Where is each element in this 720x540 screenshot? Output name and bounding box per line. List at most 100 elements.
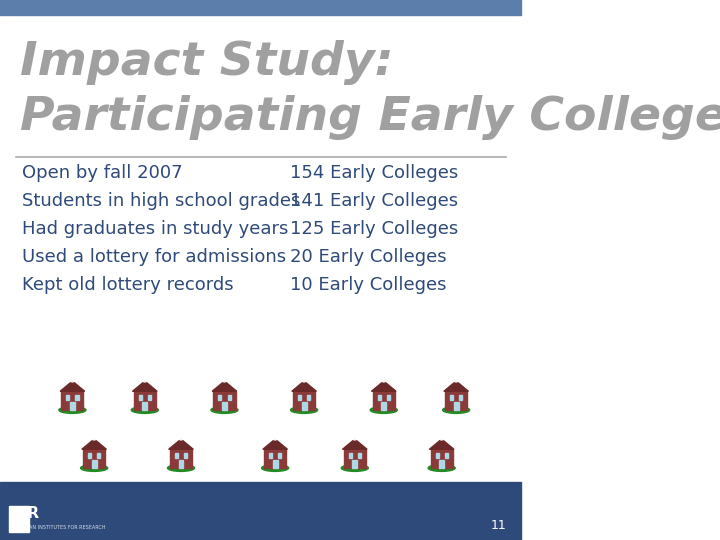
Ellipse shape — [168, 464, 194, 471]
Polygon shape — [263, 439, 287, 449]
Polygon shape — [132, 381, 157, 391]
Bar — [348, 453, 351, 458]
Bar — [298, 395, 301, 400]
Ellipse shape — [291, 407, 318, 414]
Bar — [307, 395, 310, 400]
Bar — [222, 402, 227, 410]
Polygon shape — [429, 439, 454, 449]
Bar — [170, 449, 192, 468]
Bar — [66, 395, 69, 400]
Bar — [0, 482, 521, 540]
Circle shape — [356, 428, 364, 440]
Circle shape — [384, 370, 393, 382]
Circle shape — [215, 370, 224, 382]
Circle shape — [225, 370, 234, 382]
Circle shape — [300, 370, 308, 382]
Bar — [445, 453, 448, 458]
Bar — [273, 460, 278, 468]
Bar — [445, 392, 467, 410]
Circle shape — [346, 428, 354, 440]
Circle shape — [305, 370, 313, 382]
Bar — [439, 460, 444, 468]
Text: 141 Early Colleges: 141 Early Colleges — [289, 192, 458, 210]
Bar — [431, 449, 453, 468]
Ellipse shape — [428, 464, 455, 471]
Text: Impact Study:: Impact Study: — [20, 40, 394, 85]
Circle shape — [351, 428, 359, 440]
Bar — [134, 392, 156, 410]
Circle shape — [90, 428, 99, 440]
Bar — [264, 449, 287, 468]
Ellipse shape — [341, 464, 369, 471]
Bar — [213, 392, 235, 410]
Bar — [148, 395, 151, 400]
Circle shape — [295, 370, 303, 382]
Circle shape — [85, 428, 94, 440]
Bar — [143, 402, 148, 410]
Bar — [179, 460, 184, 468]
Circle shape — [63, 370, 72, 382]
Bar — [302, 402, 307, 410]
Circle shape — [456, 370, 465, 382]
Circle shape — [95, 428, 104, 440]
Ellipse shape — [59, 407, 86, 414]
Bar — [218, 395, 221, 400]
Text: 10 Early Colleges: 10 Early Colleges — [289, 276, 446, 294]
Bar — [91, 460, 96, 468]
Circle shape — [140, 370, 149, 382]
Bar — [387, 395, 390, 400]
Ellipse shape — [211, 407, 238, 414]
Circle shape — [68, 370, 77, 382]
Bar — [436, 453, 438, 458]
Circle shape — [379, 370, 388, 382]
Text: Open by fall 2007: Open by fall 2007 — [22, 164, 182, 182]
Circle shape — [271, 428, 279, 440]
Polygon shape — [168, 439, 193, 449]
Bar — [454, 402, 459, 410]
Bar — [76, 395, 78, 400]
Bar — [373, 392, 395, 410]
Bar — [88, 453, 91, 458]
Text: AIR: AIR — [11, 506, 40, 521]
Circle shape — [73, 370, 81, 382]
Circle shape — [442, 428, 451, 440]
Polygon shape — [82, 439, 107, 449]
Bar — [382, 402, 386, 410]
Text: Had graduates in study years: Had graduates in study years — [22, 220, 288, 238]
Bar — [293, 392, 315, 410]
Text: 154 Early Colleges: 154 Early Colleges — [289, 164, 458, 182]
Circle shape — [447, 370, 456, 382]
Circle shape — [374, 370, 383, 382]
Bar — [61, 392, 84, 410]
Bar — [184, 453, 187, 458]
Text: Participating Early Colleges: Participating Early Colleges — [20, 95, 720, 140]
Text: 125 Early Colleges: 125 Early Colleges — [289, 220, 458, 238]
Circle shape — [433, 428, 441, 440]
Ellipse shape — [443, 407, 469, 414]
Circle shape — [452, 370, 461, 382]
Ellipse shape — [131, 407, 158, 414]
Bar — [70, 402, 75, 410]
Text: Students in high school grades: Students in high school grades — [22, 192, 300, 210]
Bar — [459, 395, 462, 400]
Bar — [269, 453, 272, 458]
Bar — [450, 395, 453, 400]
Circle shape — [172, 428, 181, 440]
Circle shape — [266, 428, 274, 440]
Bar — [358, 453, 361, 458]
Text: 11: 11 — [491, 519, 507, 532]
Polygon shape — [444, 381, 469, 391]
Text: AMERICAN INSTITUTES FOR RESEARCH: AMERICAN INSTITUTES FOR RESEARCH — [10, 525, 106, 530]
Polygon shape — [60, 381, 85, 391]
Bar — [9, 506, 29, 532]
Bar — [83, 449, 105, 468]
Text: 20 Early Colleges: 20 Early Colleges — [289, 248, 446, 266]
Bar — [352, 460, 357, 468]
Bar — [377, 395, 381, 400]
Polygon shape — [372, 381, 396, 391]
Circle shape — [181, 428, 190, 440]
Circle shape — [145, 370, 154, 382]
Text: Used a lottery for admissions: Used a lottery for admissions — [22, 248, 286, 266]
Circle shape — [135, 370, 144, 382]
Bar — [228, 395, 230, 400]
